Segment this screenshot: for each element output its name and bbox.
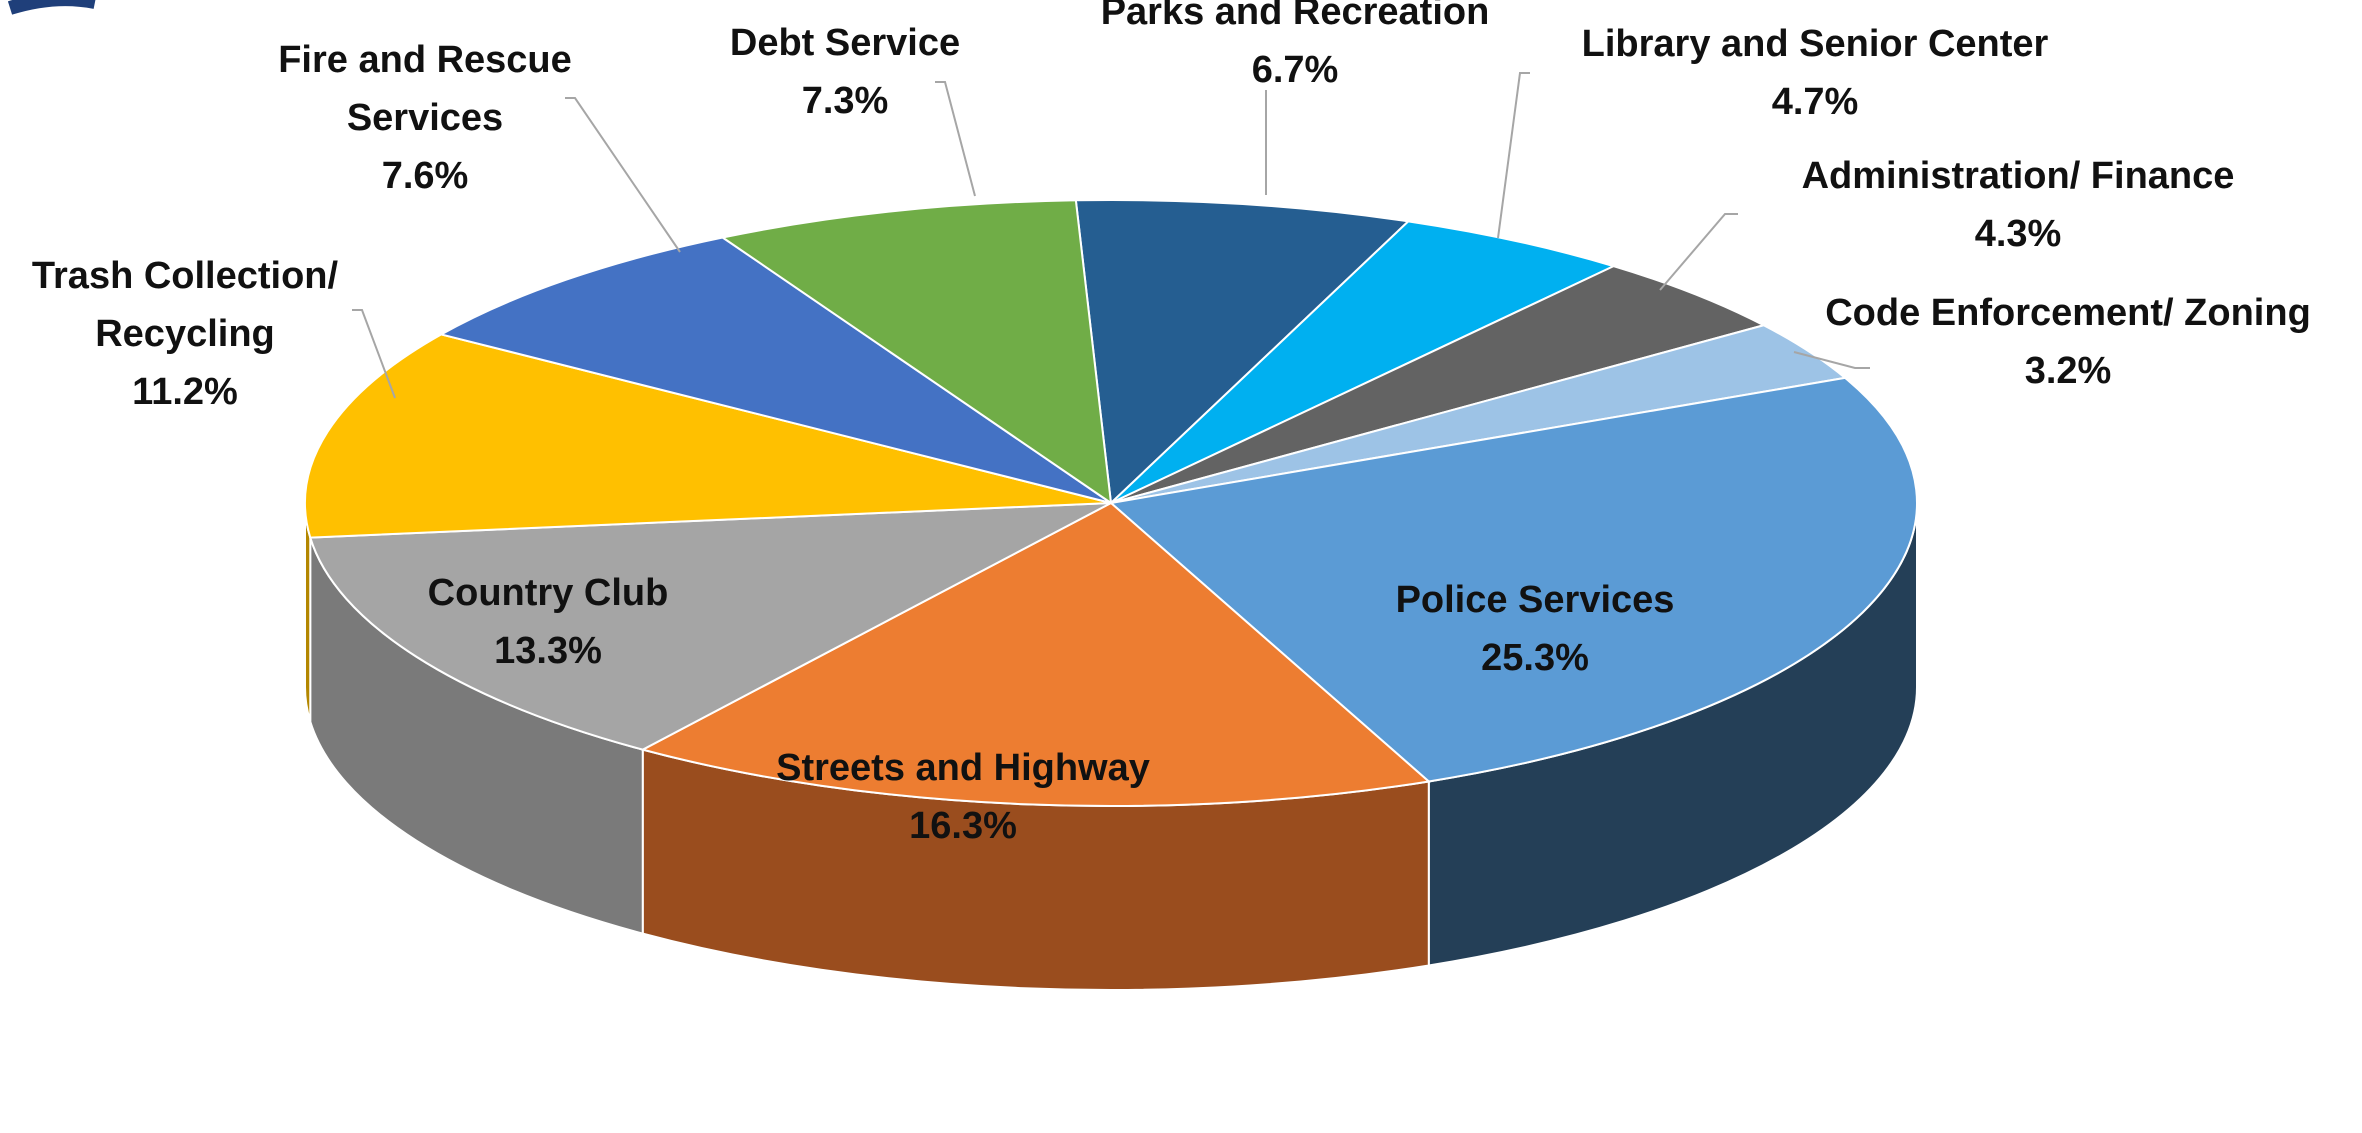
slice-label-debt-service: Debt Service 7.3% (730, 22, 960, 122)
slice-percent-streets-and-highway: 16.3% (909, 805, 1017, 847)
leader-administration-finance (1659, 213, 1738, 291)
slice-percent-debt-service: 7.3% (802, 80, 889, 122)
slice-trash-collection-recycling (304, 333, 1112, 539)
slice-label-code-enforcement-zoning: Code Enforcement/ Zoning 3.2% (1825, 292, 2311, 392)
logo-fragment (7, 0, 96, 15)
slice-label-line: Code Enforcement/ Zoning (1825, 292, 2311, 334)
slice-administration-finance (1110, 265, 1767, 504)
slice-label-fire-and-rescue-services: Fire and Rescue Services 7.6% (278, 39, 572, 197)
slice-percent-fire-and-rescue-services: 7.6% (382, 155, 469, 197)
pie-top-layer (304, 199, 1918, 807)
slice-library-and-senior-center (1110, 220, 1617, 504)
leader-code-enforcement-zoning (1793, 351, 1870, 369)
slice-label-streets-and-highway: Streets and Highway 16.3% (776, 747, 1150, 847)
leader-trash-collection-recycling (352, 309, 396, 399)
leader-library-and-senior-center (1497, 72, 1530, 239)
slice-label-line: Library and Senior Center (1582, 23, 2049, 65)
slice-label-line: Country Club (428, 572, 669, 614)
slice-label-police-services: Police Services 25.3% (1396, 579, 1675, 679)
slice-percent-library-and-senior-center: 4.7% (1772, 81, 1859, 123)
slice-police-services (1108, 376, 1918, 783)
slice-percent-country-club: 13.3% (494, 630, 602, 672)
slice-label-line: Debt Service (730, 22, 960, 64)
slice-labels: Parks and Recreation 6.7% Library and Seni… (32, 0, 2311, 847)
slice-parks-and-recreation (1074, 199, 1411, 506)
slice-label-country-club: Country Club 13.3% (428, 572, 669, 672)
slice-label-line: Fire and Rescue (278, 39, 572, 81)
slice-percent-trash-collection-recycling: 11.2% (132, 371, 238, 413)
slice-fire-and-rescue-services (438, 236, 1112, 504)
slice-percent-police-services: 25.3% (1481, 637, 1589, 679)
slice-label-line: Administration/ Finance (1802, 155, 2235, 197)
slice-streets-and-highway (640, 501, 1432, 807)
slice-percent-parks-and-recreation: 6.7% (1252, 49, 1339, 91)
slice-label-trash-collection-recycling: Trash Collection/Recycling 11.2% (32, 255, 339, 413)
slice-label-parks-and-recreation: Parks and Recreation 6.7% (1101, 0, 1490, 91)
slice-percent-code-enforcement-zoning: 3.2% (2025, 350, 2112, 392)
slice-label-line: Recycling (95, 313, 275, 355)
slice-label-line: Trash Collection/ (32, 255, 339, 297)
slice-country-club (308, 502, 1112, 751)
slice-debt-service (720, 199, 1113, 506)
leader-debt-service (935, 81, 976, 197)
slice-label-library-and-senior-center: Library and Senior Center 4.7% (1582, 23, 2049, 123)
slice-label-administration-finance: Administration/ Finance 4.3% (1802, 155, 2235, 255)
leader-lines (352, 72, 1870, 399)
slice-label-line: Services (347, 97, 503, 139)
slice-label-line: Streets and Highway (776, 747, 1150, 789)
slice-label-line: Police Services (1396, 579, 1675, 621)
slice-percent-administration-finance: 4.3% (1975, 213, 2062, 255)
leader-fire-and-rescue-services (565, 97, 681, 253)
slice-label-line: Parks and Recreation (1101, 0, 1490, 33)
